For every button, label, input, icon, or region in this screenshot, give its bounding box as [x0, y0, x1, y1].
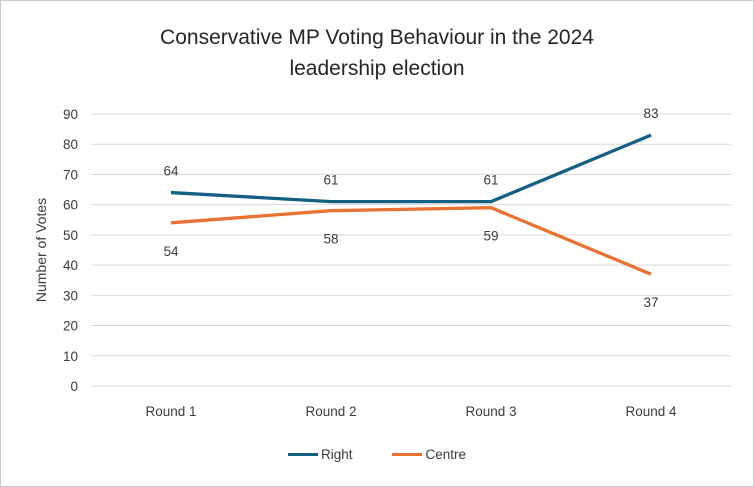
legend-swatch-centre: [392, 452, 423, 457]
series-line-right: [170, 133, 652, 204]
legend-item-right: Right: [287, 447, 353, 462]
chart-title: Conservative MP Voting Behaviour in the …: [1, 22, 753, 84]
x-axis-label: Round 2: [305, 404, 356, 419]
legend-label: Centre: [425, 447, 467, 462]
y-tick-label: 20: [63, 319, 78, 334]
legend-swatch-right: [287, 452, 318, 457]
data-label-right: 61: [323, 173, 338, 188]
y-tick-label: 50: [63, 228, 78, 243]
data-label-right: 83: [643, 106, 658, 121]
legend-label: Right: [320, 447, 353, 462]
chart-title-line2: leadership election: [289, 57, 465, 80]
y-tick-label: 90: [63, 107, 78, 122]
x-axis-label: Round 4: [625, 404, 677, 419]
legend: Right Centre: [1, 447, 753, 462]
y-tick-label: 0: [70, 379, 78, 394]
y-tick-label: 60: [63, 198, 78, 213]
x-axis-label: Round 1: [145, 404, 196, 419]
y-tick-label: 80: [63, 137, 78, 152]
y-tick-label: 10: [63, 349, 78, 364]
data-label-centre: 59: [483, 229, 498, 244]
data-label-centre: 54: [163, 244, 179, 259]
y-tick-label: 70: [63, 167, 78, 182]
data-label-centre: 58: [323, 232, 338, 247]
x-axis-label: Round 3: [465, 404, 516, 419]
y-tick-label: 30: [63, 288, 78, 303]
chart-title-line1: Conservative MP Voting Behaviour in the …: [160, 26, 594, 49]
data-label-right: 64: [163, 164, 179, 179]
data-label-right: 61: [483, 173, 498, 188]
series-line-centre: [170, 206, 652, 276]
legend-item-centre: Centre: [392, 447, 466, 462]
y-tick-label: 40: [63, 258, 78, 273]
data-label-centre: 37: [643, 295, 658, 310]
